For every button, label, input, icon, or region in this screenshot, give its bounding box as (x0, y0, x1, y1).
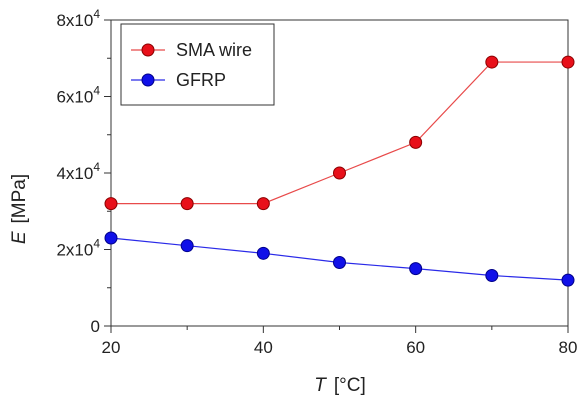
data-point-gfrp (180, 239, 194, 253)
x-axis-symbol: T (314, 375, 327, 396)
y-tick-label: 2x104 (56, 237, 100, 260)
y-axis-symbol: E (9, 231, 30, 244)
y-tick-label-base: 4x10 (56, 164, 93, 183)
series-group (104, 55, 575, 287)
data-point-gfrp (256, 246, 270, 260)
y-tick-label-exponent: 4 (93, 84, 100, 98)
legend-marker-sma-wire (141, 43, 155, 57)
y-axis-unit: [MPa] (9, 174, 30, 224)
data-point-gfrp (409, 262, 423, 276)
legend-box (120, 23, 275, 106)
legend-label-sma-wire: SMA wire (176, 40, 252, 60)
data-point-gfrp (333, 256, 346, 270)
y-tick-label-base: 0 (91, 317, 100, 336)
y-tick-label: 6x104 (56, 84, 100, 107)
data-point-sma-wire (104, 197, 118, 211)
data-point-sma-wire (180, 197, 194, 211)
legend-label-gfrp: GFRP (176, 70, 226, 90)
y-tick-label-exponent: 4 (93, 7, 100, 21)
y-tick-label-base: 8x10 (56, 11, 93, 30)
y-tick-label: 8x104 (56, 7, 100, 30)
y-axis-label: E [MPa] (9, 174, 30, 244)
y-tick-label-base: 6x10 (56, 88, 93, 107)
x-tick-label: 60 (406, 338, 425, 357)
x-axis-unit: [°C] (334, 375, 366, 396)
x-tick-label: 40 (254, 338, 273, 357)
legend-marker-gfrp (141, 73, 155, 87)
x-tick-label: 80 (559, 338, 578, 357)
x-tick-label: 20 (102, 338, 121, 357)
y-tick-label-exponent: 4 (93, 237, 100, 251)
data-point-sma-wire (256, 197, 270, 211)
data-point-sma-wire (485, 55, 499, 69)
legend: SMA wire GFRP (120, 23, 275, 106)
y-tick-label: 0 (91, 317, 100, 336)
data-point-gfrp (104, 231, 118, 245)
data-point-sma-wire (409, 135, 423, 149)
y-tick-label: 4x104 (56, 160, 100, 183)
x-axis-label: T [°C] (314, 375, 366, 396)
data-point-gfrp (561, 273, 575, 287)
y-tick-label-exponent: 4 (93, 160, 100, 174)
data-point-gfrp (485, 269, 499, 283)
data-point-sma-wire (561, 55, 575, 69)
y-tick-label-base: 2x10 (56, 241, 93, 260)
data-point-sma-wire (333, 166, 346, 180)
